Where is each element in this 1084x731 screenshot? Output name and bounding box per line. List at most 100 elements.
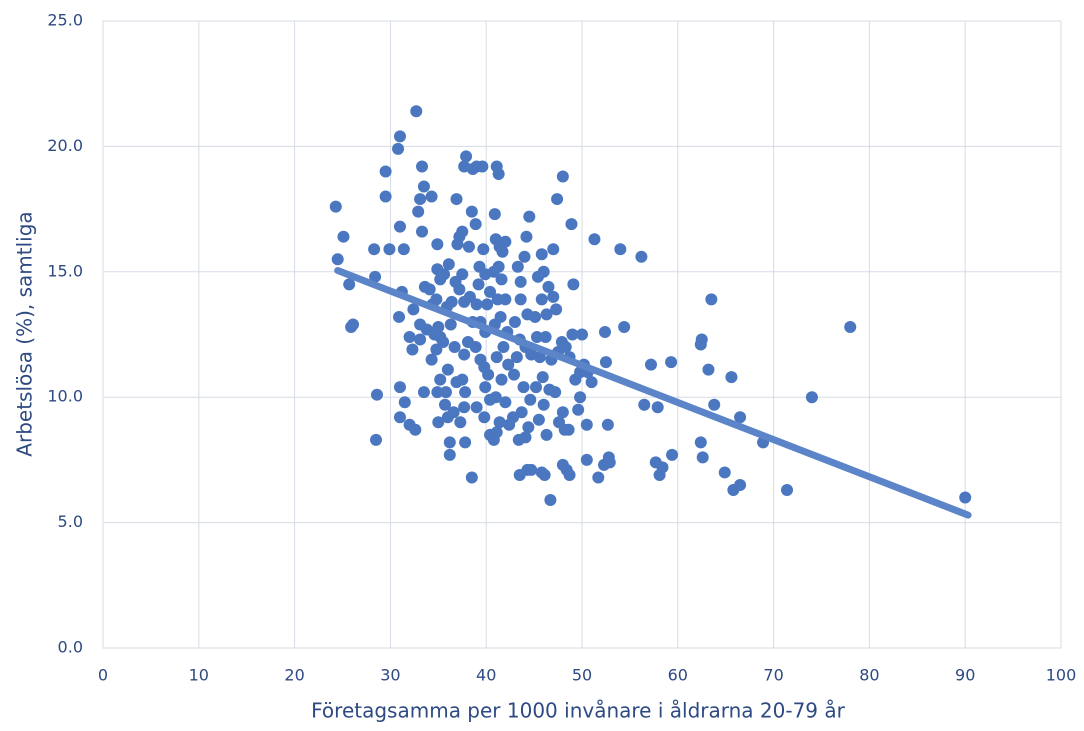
point [495, 273, 508, 286]
point [535, 466, 548, 479]
point [448, 341, 461, 354]
x-tick-label: 40 [476, 666, 496, 685]
point [644, 358, 657, 371]
point [517, 381, 530, 394]
point [515, 406, 528, 419]
point [550, 303, 563, 316]
point [537, 265, 550, 278]
point [369, 270, 382, 283]
point [530, 331, 543, 344]
point [544, 494, 557, 507]
point [533, 351, 546, 364]
point [598, 325, 611, 338]
point [510, 351, 523, 364]
point [781, 483, 794, 496]
point [497, 341, 510, 354]
point [407, 303, 420, 316]
point [476, 160, 489, 173]
y-tick-label: 20.0 [47, 136, 83, 155]
point [450, 193, 463, 206]
point [522, 421, 535, 434]
point [469, 341, 482, 354]
point [414, 333, 427, 346]
point [459, 386, 472, 399]
point [490, 426, 503, 439]
x-tick-label: 20 [284, 666, 304, 685]
point [572, 403, 585, 416]
x-tick-label: 50 [572, 666, 592, 685]
point [379, 190, 392, 203]
point [439, 398, 452, 411]
point [547, 290, 560, 303]
point [518, 250, 531, 263]
point [567, 278, 580, 291]
point [635, 250, 648, 263]
point [540, 428, 553, 441]
point [529, 310, 542, 323]
point [705, 293, 718, 306]
point [694, 338, 707, 351]
point [490, 351, 503, 364]
point [425, 353, 438, 366]
x-tick-label: 80 [859, 666, 879, 685]
point [447, 406, 460, 419]
y-tick-label: 5.0 [58, 512, 83, 531]
point [734, 411, 747, 424]
x-tick-label: 30 [380, 666, 400, 685]
point [449, 275, 462, 288]
point [462, 240, 475, 253]
point [368, 243, 381, 256]
point [539, 331, 552, 344]
point [585, 376, 598, 389]
point [489, 391, 502, 404]
point [666, 448, 679, 461]
point [337, 230, 350, 243]
x-axis-label: Företagsamma per 1000 invånare i åldrarn… [311, 699, 845, 723]
point [649, 456, 662, 469]
point [484, 285, 497, 298]
point [414, 193, 427, 206]
point [540, 308, 553, 321]
y-tick-label: 10.0 [47, 387, 83, 406]
point [559, 341, 572, 354]
point [535, 293, 548, 306]
point [329, 200, 342, 213]
point [558, 423, 571, 436]
point [496, 245, 509, 258]
point [383, 243, 396, 256]
point [499, 235, 512, 248]
point [599, 356, 612, 369]
point [417, 386, 430, 399]
point [481, 298, 494, 311]
point [478, 411, 491, 424]
point [569, 373, 582, 386]
point [530, 381, 543, 394]
point [465, 205, 478, 218]
point [370, 433, 383, 446]
point [451, 238, 464, 251]
point [470, 401, 483, 414]
point [708, 398, 721, 411]
point [410, 105, 423, 118]
point [444, 318, 457, 331]
point [524, 393, 537, 406]
point [456, 225, 469, 238]
point [805, 391, 818, 404]
point [638, 398, 651, 411]
point [443, 448, 456, 461]
point [718, 466, 731, 479]
point [379, 165, 392, 178]
point [588, 233, 601, 246]
point [547, 243, 560, 256]
point [488, 208, 501, 221]
y-axis-label: Arbetslösa (%), samtliga [13, 211, 37, 456]
point [472, 278, 485, 291]
point [343, 278, 356, 291]
point [556, 170, 569, 183]
point [502, 358, 515, 371]
point [602, 451, 615, 464]
point [331, 253, 344, 266]
point [470, 298, 483, 311]
point [479, 381, 492, 394]
